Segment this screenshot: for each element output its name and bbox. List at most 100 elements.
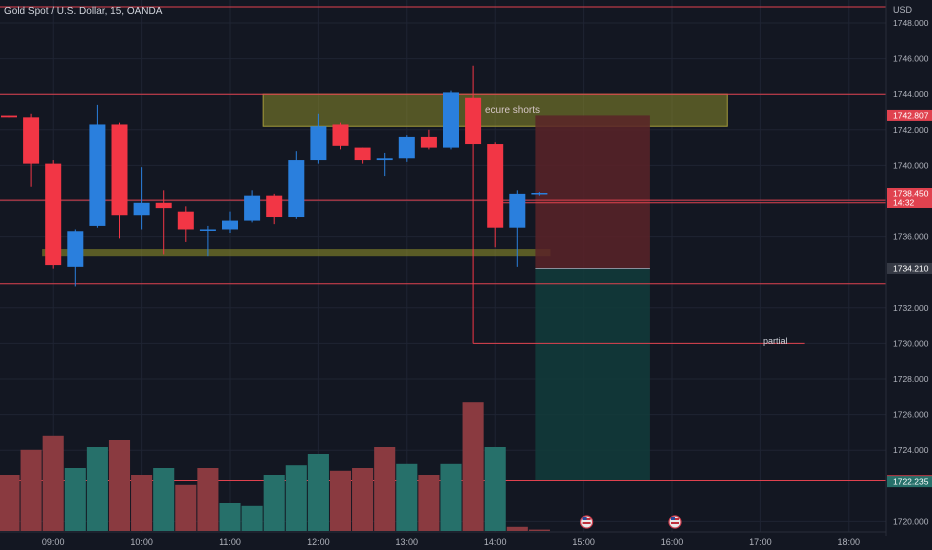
candle-body bbox=[266, 195, 283, 218]
flag-stripe bbox=[671, 522, 679, 524]
volume-bar bbox=[153, 468, 175, 531]
candle-body bbox=[443, 92, 459, 148]
candle-body bbox=[222, 220, 238, 230]
candle-body bbox=[155, 202, 172, 209]
flag-stripe bbox=[582, 522, 591, 524]
chart-title: Gold Spot / U.S. Dollar, 15, OANDA bbox=[4, 6, 163, 17]
volume-bar bbox=[108, 440, 131, 531]
volume-bar bbox=[263, 475, 285, 531]
price-label-text: 1722.235 bbox=[893, 477, 929, 487]
volume-bar bbox=[285, 465, 307, 531]
price-tick-label: 1744.000 bbox=[893, 89, 929, 99]
position-stop-zone[interactable] bbox=[535, 115, 650, 269]
candle-body bbox=[45, 163, 62, 266]
candle-body bbox=[244, 195, 261, 221]
time-tick-label: 17:00 bbox=[749, 537, 772, 547]
price-tick-label: 1742.000 bbox=[893, 125, 929, 135]
candle-body bbox=[133, 202, 150, 216]
time-tick-label: 18:00 bbox=[838, 537, 861, 547]
price-label-bg bbox=[887, 262, 932, 274]
candle-body bbox=[420, 136, 437, 148]
candle-body bbox=[398, 136, 415, 159]
candles bbox=[1, 65, 548, 344]
short-position-tool[interactable] bbox=[535, 115, 650, 481]
time-tick-label: 13:00 bbox=[396, 537, 419, 547]
volume-bar bbox=[396, 463, 418, 531]
price-tick-label: 1740.000 bbox=[893, 160, 929, 170]
currency-label: USD bbox=[893, 5, 913, 15]
time-tick-label: 14:00 bbox=[484, 537, 507, 547]
candle-body bbox=[67, 231, 84, 267]
time-tick-label: 10:00 bbox=[130, 537, 153, 547]
volume-bar bbox=[418, 475, 440, 531]
volume-bar bbox=[131, 475, 153, 531]
flag-canton bbox=[671, 517, 675, 520]
annotations: ecure shorts partial bbox=[485, 105, 788, 346]
price-tick-label: 1730.000 bbox=[893, 338, 929, 348]
secure-shorts-zone bbox=[262, 93, 728, 127]
volume-bar bbox=[374, 447, 396, 531]
candle-body bbox=[1, 115, 17, 118]
candle-body bbox=[509, 193, 526, 228]
candle-body bbox=[332, 124, 349, 146]
price-tick-label: 1720.000 bbox=[893, 516, 929, 526]
horizontal-levels[interactable] bbox=[0, 6, 893, 481]
volume-bar bbox=[219, 503, 241, 531]
position-target-zone[interactable] bbox=[535, 268, 650, 481]
time-tick-label: 15:00 bbox=[572, 537, 595, 547]
price-label-bg bbox=[887, 476, 932, 488]
us-flag-icon[interactable] bbox=[579, 515, 594, 529]
time-axis[interactable]: 09:00 10:00 11:00 12:00 13:00 14:00 15:00 16:00… bbox=[42, 537, 860, 547]
event-markers[interactable] bbox=[579, 515, 682, 529]
volume-bar bbox=[307, 454, 329, 531]
volume-bar bbox=[241, 505, 263, 531]
price-label-bg bbox=[887, 187, 932, 208]
volume-bar bbox=[175, 484, 197, 531]
price-tick-label: 1724.000 bbox=[893, 445, 929, 455]
candle-body bbox=[310, 126, 327, 161]
candle-body bbox=[89, 124, 106, 226]
volume-bar bbox=[528, 529, 550, 531]
volume-bar bbox=[64, 468, 86, 531]
volume-bar bbox=[86, 447, 108, 531]
price-label-countdown: 14:32 bbox=[893, 197, 915, 207]
zones bbox=[42, 93, 728, 257]
volume-bar bbox=[0, 475, 20, 531]
volume-bar bbox=[462, 402, 484, 531]
price-tick-label: 1732.000 bbox=[893, 303, 929, 313]
volume-bar bbox=[440, 463, 462, 531]
volume-bar bbox=[329, 470, 352, 531]
candle-body bbox=[531, 192, 548, 195]
partial-label: partial bbox=[763, 336, 788, 346]
price-label-bg bbox=[887, 109, 932, 121]
volume-bar bbox=[352, 468, 374, 531]
candle-body bbox=[487, 144, 504, 228]
candle-body bbox=[376, 158, 393, 161]
price-tick-label: 1748.000 bbox=[893, 18, 929, 28]
volume-bar bbox=[484, 447, 506, 531]
price-tick-label: 1728.000 bbox=[893, 374, 929, 384]
price-axis-panel[interactable] bbox=[886, 0, 932, 550]
time-tick-label: 11:00 bbox=[219, 537, 241, 547]
price-tick-label: 1726.000 bbox=[893, 410, 929, 420]
volume-bar bbox=[42, 435, 64, 531]
candle-body bbox=[177, 211, 194, 230]
candle-body bbox=[288, 160, 305, 218]
volume-bar bbox=[20, 449, 42, 531]
price-tick-label: 1746.000 bbox=[893, 54, 929, 64]
volume-bar bbox=[506, 526, 528, 531]
time-tick-label: 09:00 bbox=[42, 537, 65, 547]
price-tick-label: 1736.000 bbox=[893, 232, 929, 242]
time-tick-label: 16:00 bbox=[661, 537, 684, 547]
time-tick-label: 12:00 bbox=[307, 537, 330, 547]
candle-body bbox=[111, 124, 128, 216]
grid bbox=[0, 0, 886, 532]
secure-shorts-label: ecure shorts bbox=[485, 105, 540, 116]
us-flag-icon[interactable] bbox=[668, 515, 682, 529]
candle-body bbox=[465, 97, 482, 145]
candle-body bbox=[23, 117, 40, 164]
price-label-text: 1734.210 bbox=[893, 263, 929, 273]
volume-bar bbox=[197, 468, 219, 531]
price-label-text: 1742.807 bbox=[893, 110, 929, 120]
